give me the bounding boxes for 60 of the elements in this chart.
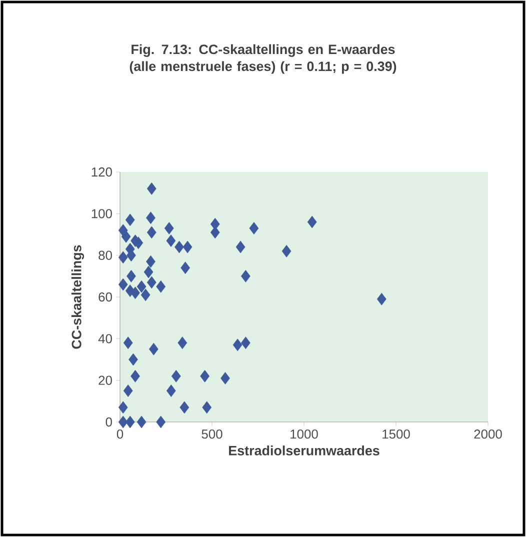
point: [178, 336, 188, 350]
point: [130, 370, 140, 382]
y-tick-label: 120: [92, 167, 112, 177]
point: [125, 214, 135, 226]
point: [166, 384, 176, 397]
point: [236, 240, 246, 254]
point: [128, 353, 138, 366]
point: [182, 240, 192, 254]
point: [164, 222, 174, 234]
point: [146, 226, 156, 239]
y-tick-label: 80: [98, 250, 112, 260]
x-tick-label: 0: [116, 430, 124, 439]
point: [144, 266, 154, 278]
point: [174, 240, 184, 254]
y-tick-label: 60: [98, 292, 112, 302]
point: [220, 372, 230, 384]
chart-title: Fig. 7.13: CC-skaaltellings en E-waardes (alle menstruele fases) (r = 0.11; p = 0.39): [130, 44, 396, 74]
x-axis-title: Estradiolserumwaardes: [229, 446, 380, 456]
y-axis-title: CC-skaaltellings: [71, 245, 84, 349]
point: [121, 230, 131, 243]
point: [282, 244, 292, 258]
point: [118, 251, 128, 264]
point: [180, 401, 190, 414]
x-tick-label: 1000: [290, 430, 318, 439]
point: [171, 370, 181, 382]
point: [166, 234, 176, 247]
y-tick-label: 100: [92, 209, 112, 218]
point: [200, 370, 210, 382]
point: [232, 338, 242, 352]
point: [148, 342, 158, 356]
point: [249, 222, 259, 234]
x-tick-label: 2000: [474, 430, 502, 439]
point: [123, 384, 133, 397]
y-tick-label: 20: [98, 376, 112, 385]
point: [118, 278, 128, 291]
point: [376, 292, 386, 306]
point: [156, 416, 166, 428]
point: [118, 416, 128, 428]
y-tick-label: 0: [106, 417, 112, 427]
point: [180, 262, 190, 274]
x-tick-label: 1500: [382, 430, 410, 439]
point: [125, 416, 135, 428]
point: [136, 280, 146, 293]
point: [136, 416, 146, 428]
point: [240, 336, 250, 350]
point: [146, 182, 156, 195]
point: [125, 284, 135, 297]
point: [123, 336, 133, 350]
x-tick-label: 500: [202, 430, 222, 439]
y-tick-label: 40: [98, 334, 112, 344]
point: [146, 276, 156, 289]
point: [140, 288, 150, 302]
point: [118, 401, 128, 414]
point: [146, 212, 156, 224]
point: [307, 216, 317, 228]
point: [202, 401, 212, 414]
point: [156, 280, 166, 293]
point: [126, 270, 136, 282]
point: [240, 270, 250, 282]
point: [146, 255, 156, 268]
